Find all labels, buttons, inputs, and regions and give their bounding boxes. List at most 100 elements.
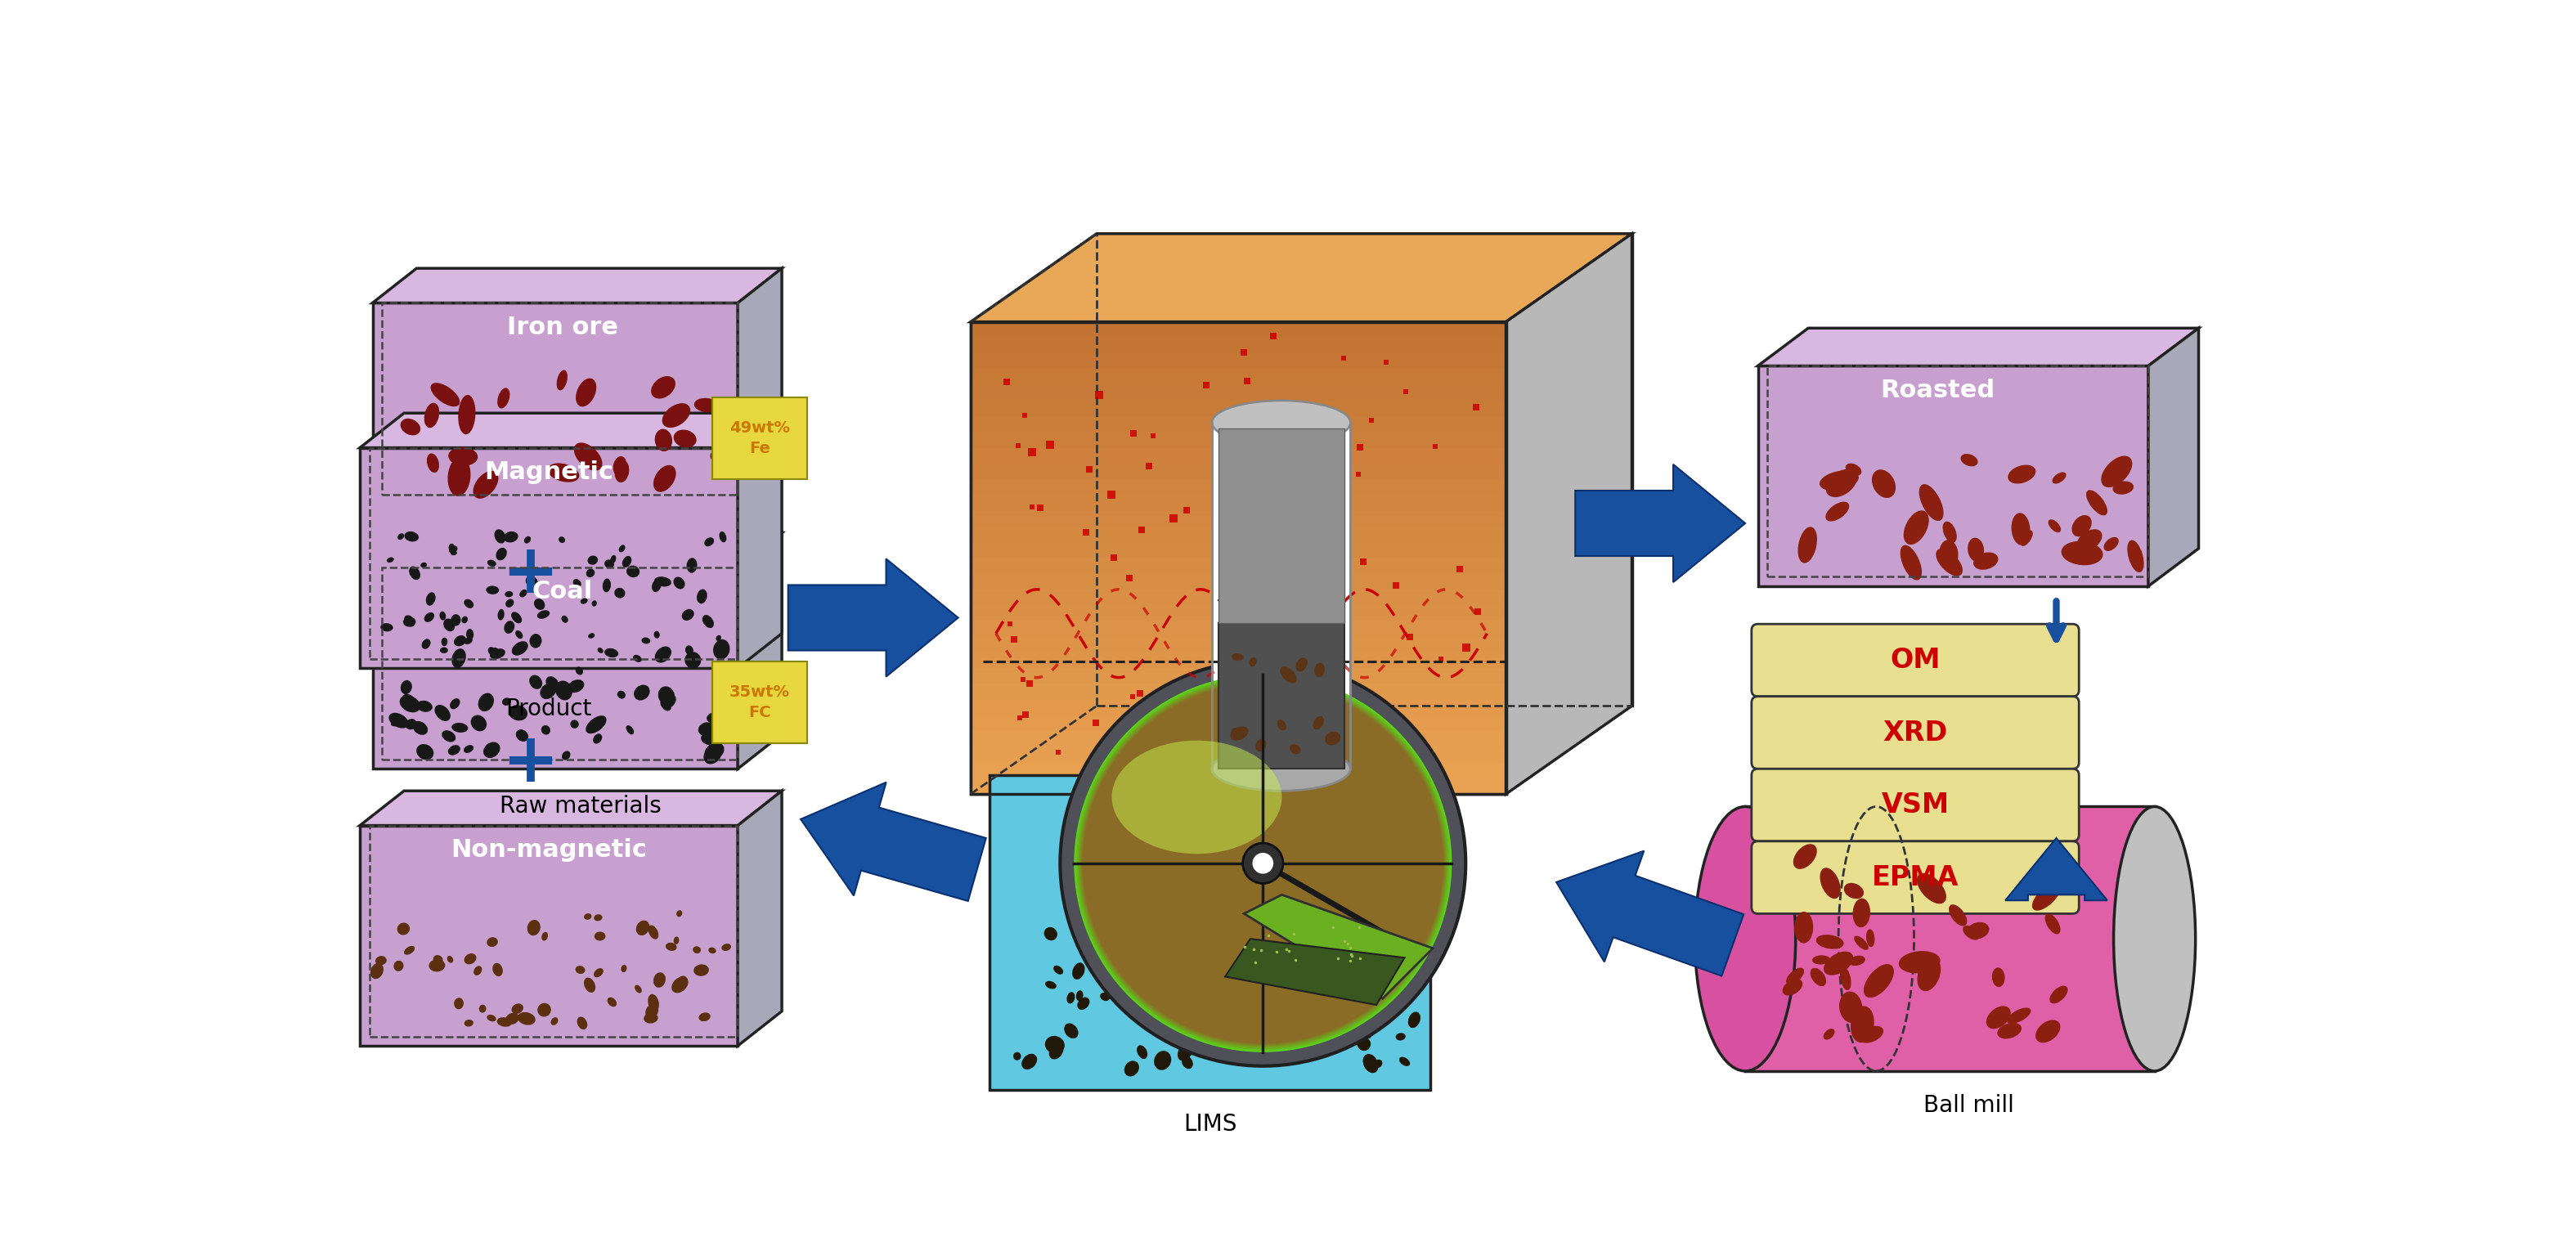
Ellipse shape [487, 586, 497, 593]
Ellipse shape [1077, 990, 1082, 1000]
Ellipse shape [1139, 1046, 1146, 1058]
Polygon shape [1507, 233, 1633, 794]
Ellipse shape [721, 944, 732, 950]
Ellipse shape [392, 721, 399, 726]
Ellipse shape [448, 746, 459, 755]
Ellipse shape [513, 641, 528, 655]
Ellipse shape [1821, 868, 1839, 898]
Ellipse shape [1904, 512, 1929, 544]
Ellipse shape [649, 994, 659, 1011]
Ellipse shape [572, 721, 577, 728]
Ellipse shape [538, 611, 549, 619]
Ellipse shape [667, 944, 675, 950]
Ellipse shape [451, 615, 461, 625]
Ellipse shape [1082, 683, 1443, 1043]
Ellipse shape [1113, 741, 1283, 854]
Ellipse shape [662, 403, 690, 427]
Ellipse shape [706, 538, 714, 546]
Ellipse shape [1950, 905, 1965, 926]
Ellipse shape [2048, 520, 2061, 532]
Ellipse shape [1074, 674, 1453, 1052]
Ellipse shape [1249, 906, 1273, 920]
Ellipse shape [487, 561, 495, 566]
Ellipse shape [2087, 490, 2107, 515]
Ellipse shape [1077, 677, 1450, 1050]
Ellipse shape [1211, 944, 1231, 960]
Text: 49wt%
Fe: 49wt% Fe [729, 421, 791, 456]
Ellipse shape [562, 616, 567, 622]
Ellipse shape [1190, 1007, 1203, 1021]
Ellipse shape [541, 726, 549, 735]
Ellipse shape [618, 692, 626, 698]
Ellipse shape [587, 570, 595, 577]
Polygon shape [801, 782, 987, 901]
Ellipse shape [1231, 975, 1244, 985]
Ellipse shape [595, 915, 603, 921]
Ellipse shape [626, 726, 634, 735]
Ellipse shape [654, 466, 675, 491]
Ellipse shape [417, 701, 433, 712]
Polygon shape [1244, 895, 1432, 999]
Polygon shape [971, 558, 1507, 573]
Ellipse shape [2061, 542, 2102, 564]
Ellipse shape [1363, 1029, 1370, 1038]
Ellipse shape [461, 616, 466, 622]
Text: Roasted: Roasted [1880, 378, 1994, 402]
Circle shape [1252, 852, 1275, 874]
Polygon shape [971, 605, 1507, 621]
Ellipse shape [489, 649, 505, 659]
Ellipse shape [623, 557, 631, 567]
Ellipse shape [1821, 471, 1857, 490]
Ellipse shape [464, 1021, 474, 1026]
Text: VSM: VSM [1880, 791, 1950, 819]
Ellipse shape [677, 911, 683, 916]
Ellipse shape [2076, 529, 2102, 551]
Polygon shape [788, 558, 958, 677]
Ellipse shape [1079, 679, 1448, 1047]
Ellipse shape [569, 680, 585, 692]
Ellipse shape [654, 631, 659, 638]
Ellipse shape [2007, 1008, 2030, 1023]
Ellipse shape [1267, 1034, 1283, 1042]
Ellipse shape [1267, 1021, 1278, 1029]
Ellipse shape [693, 946, 701, 953]
Ellipse shape [1224, 1007, 1229, 1016]
Ellipse shape [677, 976, 688, 988]
Ellipse shape [417, 745, 433, 760]
Ellipse shape [698, 590, 706, 604]
Ellipse shape [585, 913, 590, 919]
Ellipse shape [538, 1004, 551, 1016]
Ellipse shape [1814, 956, 1829, 964]
Ellipse shape [683, 610, 693, 620]
Ellipse shape [1394, 895, 1406, 910]
Polygon shape [971, 338, 1507, 353]
Ellipse shape [613, 457, 626, 475]
Ellipse shape [675, 577, 685, 588]
Polygon shape [1747, 806, 2154, 1071]
Ellipse shape [1231, 727, 1247, 740]
Ellipse shape [404, 617, 415, 626]
Ellipse shape [1079, 680, 1445, 1046]
Polygon shape [971, 432, 1507, 447]
Ellipse shape [448, 547, 456, 553]
Ellipse shape [616, 461, 629, 481]
Ellipse shape [1074, 675, 1450, 1052]
FancyBboxPatch shape [1752, 624, 2079, 697]
Polygon shape [971, 668, 1507, 684]
Ellipse shape [556, 370, 567, 389]
Polygon shape [971, 636, 1507, 653]
Ellipse shape [1257, 740, 1265, 751]
Ellipse shape [376, 956, 386, 965]
Ellipse shape [595, 932, 605, 940]
Ellipse shape [551, 1018, 556, 1024]
Ellipse shape [502, 698, 510, 706]
Ellipse shape [1046, 982, 1056, 988]
Ellipse shape [1855, 936, 1868, 950]
Polygon shape [971, 321, 1507, 338]
Ellipse shape [459, 396, 474, 433]
Ellipse shape [611, 556, 616, 563]
Ellipse shape [711, 452, 724, 465]
Ellipse shape [515, 730, 528, 741]
Ellipse shape [1074, 675, 1450, 1051]
Ellipse shape [1249, 658, 1257, 667]
